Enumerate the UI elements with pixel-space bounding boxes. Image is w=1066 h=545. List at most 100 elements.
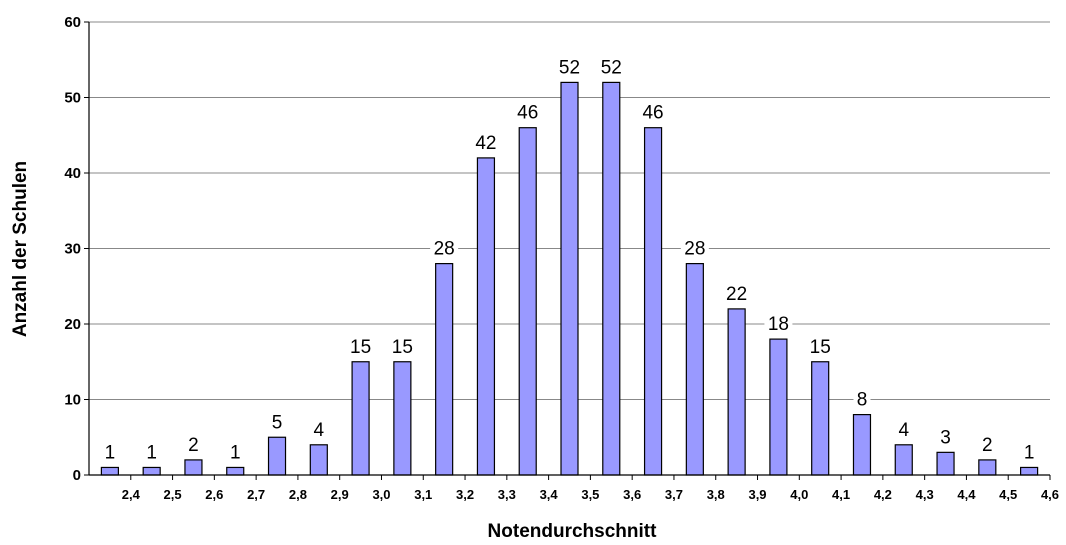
x-tick-label: 3,8 xyxy=(707,487,725,502)
data-label: 42 xyxy=(475,133,496,154)
data-label-background xyxy=(806,334,835,357)
bar xyxy=(894,444,913,476)
x-tick-label: 3,9 xyxy=(748,487,766,502)
data-label: 3 xyxy=(940,427,951,448)
data-label-background xyxy=(101,440,119,463)
data-label-background xyxy=(513,100,542,123)
bar xyxy=(978,459,997,476)
axes xyxy=(84,21,1051,480)
y-tick-label: 10 xyxy=(64,392,81,409)
data-label-background xyxy=(978,432,996,455)
bar xyxy=(267,436,287,476)
bar xyxy=(226,466,245,476)
y-tick-label: 50 xyxy=(64,90,81,107)
data-label: 28 xyxy=(684,239,705,260)
data-label: 15 xyxy=(350,337,371,358)
bar xyxy=(727,308,746,476)
x-axis-title: Notendurchschnitt xyxy=(488,521,658,542)
x-tick-label: 3,3 xyxy=(498,487,516,502)
x-tick-label: 4,5 xyxy=(999,487,1017,502)
data-label: 1 xyxy=(230,442,241,463)
data-label: 18 xyxy=(768,314,789,335)
data-label: 46 xyxy=(642,103,663,124)
data-label: 46 xyxy=(517,103,538,124)
bar-series xyxy=(100,81,1039,476)
data-label-background xyxy=(268,410,286,433)
bar xyxy=(602,81,621,476)
data-label: 1 xyxy=(1024,442,1035,463)
y-tick-label: 20 xyxy=(64,316,81,333)
data-label: 4 xyxy=(898,420,909,441)
data-label-background xyxy=(1020,440,1038,463)
x-tick-label: 3,0 xyxy=(372,487,390,502)
bar xyxy=(184,459,203,476)
data-label: 22 xyxy=(726,284,747,305)
x-tick-labels: 2,4 2,5 2,6 2,7 2,8 2,9 3,0 3,1 3,2 3,3 3,4 3,5 3,6 3… xyxy=(122,487,1059,502)
bar xyxy=(142,466,161,476)
x-tick-label: 4,1 xyxy=(832,487,850,502)
bar xyxy=(100,466,119,476)
data-label: 52 xyxy=(601,57,622,78)
data-label-background xyxy=(346,334,375,357)
y-tick-label: 0 xyxy=(73,467,81,484)
x-tick-label: 3,7 xyxy=(665,487,683,502)
data-label-background xyxy=(895,417,913,440)
data-label: 28 xyxy=(434,239,455,260)
bar xyxy=(435,263,454,476)
data-label-background xyxy=(937,425,955,448)
data-label-background xyxy=(143,440,161,463)
data-label-background xyxy=(310,417,328,440)
x-tick-label: 3,2 xyxy=(456,487,474,502)
bar xyxy=(811,361,830,476)
x-tick-label: 3,4 xyxy=(540,487,559,502)
data-label-background xyxy=(226,440,244,463)
data-label-background xyxy=(184,432,202,455)
data-label: 15 xyxy=(810,337,831,358)
y-axis-title: Anzahl der Schulen xyxy=(10,161,31,337)
bar xyxy=(393,361,412,476)
x-tick-label: 3,1 xyxy=(414,487,432,502)
x-tick-label: 3,6 xyxy=(623,487,641,502)
data-label: 15 xyxy=(392,337,413,358)
y-tick-label: 60 xyxy=(64,14,81,31)
x-tick-label: 2,9 xyxy=(331,487,349,502)
bar xyxy=(643,127,663,476)
data-label-background xyxy=(639,100,668,123)
bar xyxy=(309,444,328,476)
data-label: 52 xyxy=(559,57,580,78)
x-tick-label: 4,6 xyxy=(1041,487,1059,502)
x-tick-label: 4,4 xyxy=(957,487,976,502)
bar xyxy=(560,81,579,476)
data-label-background xyxy=(680,236,709,259)
x-tick-label: 3,5 xyxy=(581,487,599,502)
data-label-background xyxy=(597,55,626,78)
y-tick-label: 30 xyxy=(64,241,81,258)
bar xyxy=(518,127,537,476)
data-label: 2 xyxy=(982,435,993,456)
bar xyxy=(769,338,788,476)
x-tick-label: 2,8 xyxy=(289,487,307,502)
data-label: 1 xyxy=(146,442,157,463)
y-tick-labels: 0 10 20 30 40 50 60 xyxy=(64,14,81,484)
data-label-background xyxy=(853,387,871,410)
data-label-background xyxy=(388,334,417,357)
x-tick-label: 2,6 xyxy=(205,487,223,502)
bar xyxy=(476,157,496,476)
bar xyxy=(351,361,370,476)
data-label: 8 xyxy=(857,390,868,411)
bar xyxy=(852,414,872,476)
x-tick-label: 4,3 xyxy=(916,487,934,502)
y-tick-label: 40 xyxy=(64,165,81,182)
x-tick-label: 4,2 xyxy=(874,487,892,502)
x-tick-label: 2,5 xyxy=(164,487,182,502)
data-label: 1 xyxy=(105,442,116,463)
data-label-background xyxy=(430,236,459,259)
bar xyxy=(1020,466,1039,476)
x-tick-label: 2,4 xyxy=(122,487,141,502)
x-tick-label: 2,7 xyxy=(247,487,265,502)
data-label-background xyxy=(764,312,793,335)
data-label: 5 xyxy=(272,412,283,433)
data-label-background xyxy=(555,55,584,78)
